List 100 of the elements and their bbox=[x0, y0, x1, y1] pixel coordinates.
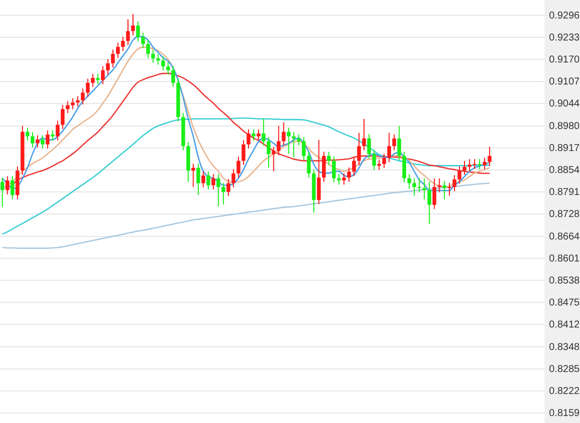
candlestick bbox=[40, 134, 44, 150]
candlestick bbox=[46, 130, 50, 150]
candlestick bbox=[116, 42, 120, 59]
candlestick bbox=[252, 128, 256, 142]
y-tick-label: 0.9170 bbox=[549, 54, 580, 66]
candlestick bbox=[0, 177, 4, 208]
candlestick bbox=[397, 125, 402, 161]
candlestick bbox=[427, 181, 432, 225]
candlestick bbox=[211, 174, 216, 190]
candlestick bbox=[262, 118, 266, 146]
y-tick-label: 0.9107 bbox=[549, 76, 580, 88]
candlestick bbox=[488, 146, 492, 167]
y-tick-label: 0.9044 bbox=[549, 98, 580, 110]
candlestick bbox=[236, 156, 240, 178]
candlestick bbox=[126, 18, 130, 46]
candlestick bbox=[90, 73, 95, 88]
candlestick bbox=[438, 178, 442, 193]
candlestick bbox=[276, 125, 281, 156]
y-tick-label: 0.8601 bbox=[549, 254, 580, 265]
candlestick bbox=[86, 78, 90, 98]
candlestick bbox=[222, 182, 226, 206]
candlestick bbox=[392, 134, 396, 151]
candlestick bbox=[342, 172, 346, 186]
candlestick bbox=[452, 174, 456, 192]
y-tick-label: 0.8475 bbox=[549, 298, 580, 309]
candlestick bbox=[60, 104, 65, 130]
candlestick bbox=[332, 156, 336, 183]
candlestick bbox=[136, 20, 140, 42]
candlestick bbox=[106, 58, 110, 75]
candlestick bbox=[316, 139, 321, 205]
candlestick bbox=[50, 130, 54, 142]
candlestick bbox=[100, 66, 105, 85]
candlestick bbox=[80, 88, 85, 106]
candlestick bbox=[56, 120, 60, 142]
candlestick bbox=[121, 36, 125, 52]
candlestick bbox=[10, 176, 14, 200]
candlestick bbox=[306, 151, 311, 178]
candlestick bbox=[377, 159, 381, 170]
candlestick bbox=[151, 49, 155, 64]
candlestick bbox=[256, 128, 260, 142]
candlestick bbox=[402, 151, 406, 183]
candlestick bbox=[337, 174, 341, 186]
candlestick bbox=[166, 62, 170, 75]
y-tick-label: 0.8159 bbox=[549, 408, 580, 420]
candlestick bbox=[412, 178, 416, 196]
candlestick bbox=[482, 157, 486, 170]
y-tick-label: 0.8538 bbox=[549, 276, 580, 287]
candlestick bbox=[382, 153, 386, 169]
candlestick bbox=[161, 56, 166, 72]
candlestick bbox=[216, 174, 220, 208]
candlestick bbox=[357, 132, 361, 166]
candlestick bbox=[326, 151, 331, 166]
candlestick bbox=[232, 168, 236, 188]
candlestick bbox=[302, 136, 306, 161]
candlestick bbox=[201, 170, 206, 188]
candlestick bbox=[367, 134, 371, 159]
candlestick bbox=[322, 151, 326, 182]
candlestick bbox=[6, 176, 10, 195]
y-tick-label: 0.8854 bbox=[549, 165, 580, 176]
y-tick-label: 0.8664 bbox=[549, 232, 580, 243]
candlestick bbox=[36, 134, 40, 148]
candlestick bbox=[206, 170, 210, 190]
candlestick bbox=[458, 166, 462, 184]
candlestick bbox=[26, 127, 30, 142]
y-tick-label: 0.9233 bbox=[549, 32, 580, 44]
candlestick bbox=[272, 146, 276, 172]
candlestick bbox=[146, 39, 150, 59]
candlestick bbox=[347, 166, 351, 182]
candlestick bbox=[196, 163, 200, 196]
candlestick bbox=[266, 136, 270, 168]
candlestick bbox=[372, 149, 376, 170]
candlestick bbox=[432, 178, 436, 210]
candlestick bbox=[141, 32, 145, 49]
candlestick bbox=[478, 158, 482, 170]
candlestick bbox=[362, 118, 366, 151]
candlestick bbox=[442, 180, 446, 200]
candlestick bbox=[131, 13, 135, 36]
candlestick bbox=[387, 132, 392, 163]
line-series bbox=[2, 118, 490, 235]
candlestick bbox=[286, 127, 291, 154]
y-tick-label: 0.8980 bbox=[549, 121, 580, 132]
y-tick-label: 0.8791 bbox=[549, 187, 580, 198]
y-tick-label: 0.8348 bbox=[549, 342, 580, 353]
candlestick bbox=[66, 100, 70, 114]
candlestick bbox=[448, 182, 452, 196]
y-tick-label: 0.8728 bbox=[549, 209, 580, 220]
candlestick bbox=[246, 128, 250, 150]
y-tick-label: 0.8917 bbox=[549, 143, 580, 154]
candlestick bbox=[226, 178, 230, 197]
candlestick bbox=[462, 160, 466, 176]
candlestick bbox=[171, 66, 176, 88]
candlestick bbox=[242, 140, 246, 166]
candlestick bbox=[352, 156, 356, 176]
y-tick-label: 0.8222 bbox=[549, 386, 580, 398]
candlestick bbox=[30, 132, 34, 148]
y-tick-label: 0.9296 bbox=[549, 10, 580, 22]
y-tick-label: 0.8285 bbox=[549, 364, 580, 376]
candlestick bbox=[156, 54, 160, 66]
candlestick bbox=[111, 49, 115, 68]
y-tick-label: 0.8412 bbox=[549, 320, 580, 331]
